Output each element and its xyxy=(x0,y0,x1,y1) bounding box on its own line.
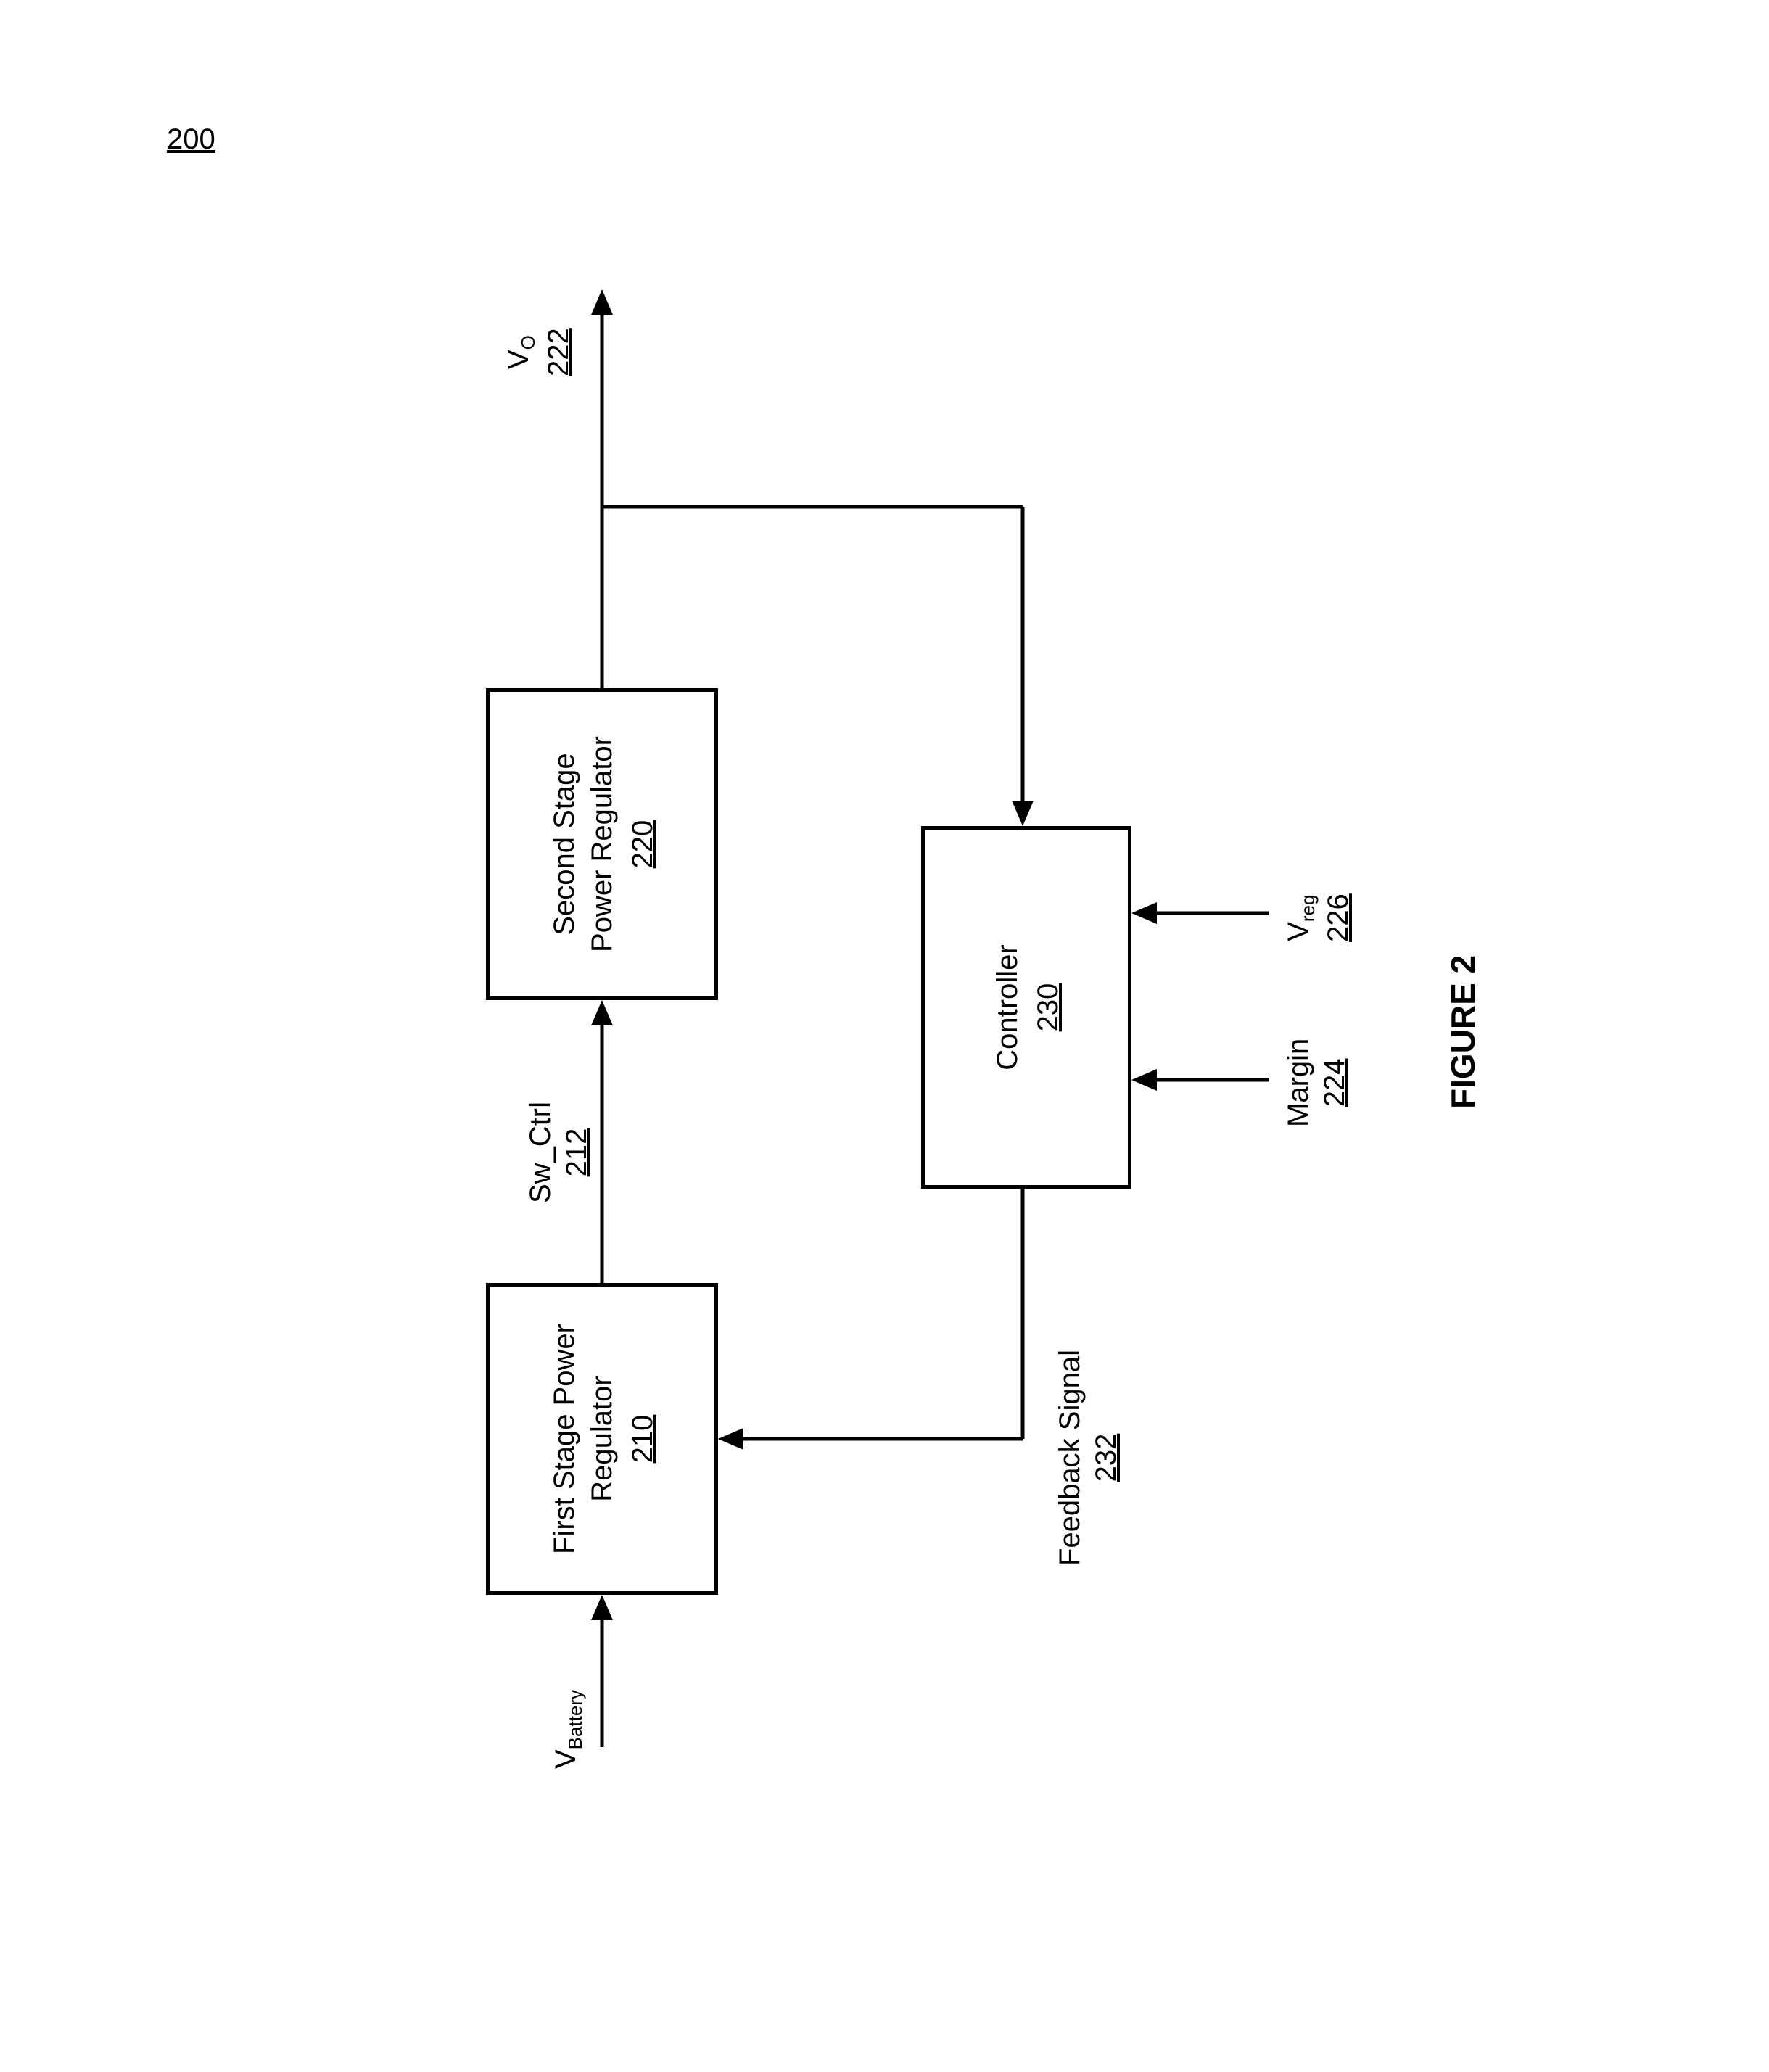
second-stage-ref: 220 xyxy=(626,820,659,868)
figure-title: FIGURE 2 xyxy=(1443,954,1483,1108)
first-stage-block: First Stage PowerRegulator 210 xyxy=(486,1283,718,1595)
feedback-label: Feedback Signal 232 xyxy=(1052,1350,1124,1566)
first-stage-ref: 210 xyxy=(626,1414,659,1463)
controller-label: Controller xyxy=(988,944,1026,1070)
second-stage-label: Second StagePower Regulator xyxy=(545,736,620,952)
vbattery-label: VBattery xyxy=(548,1689,587,1768)
figure-ref: 200 xyxy=(167,123,215,156)
sw-ctrl-label: Sw_Ctrl 212 xyxy=(522,1101,595,1202)
vo-label: VO 222 xyxy=(500,328,577,376)
controller-block: Controller 230 xyxy=(921,826,1131,1189)
margin-label: Margin 224 xyxy=(1280,1038,1353,1126)
vreg-label: Vreg 226 xyxy=(1280,893,1356,942)
first-stage-label: First Stage PowerRegulator xyxy=(545,1324,620,1554)
controller-ref: 230 xyxy=(1031,983,1064,1031)
diagram-connections xyxy=(268,239,1501,1834)
block-diagram: First Stage PowerRegulator 210 Second St… xyxy=(268,239,1501,1834)
second-stage-block: Second StagePower Regulator 220 xyxy=(486,688,718,1000)
